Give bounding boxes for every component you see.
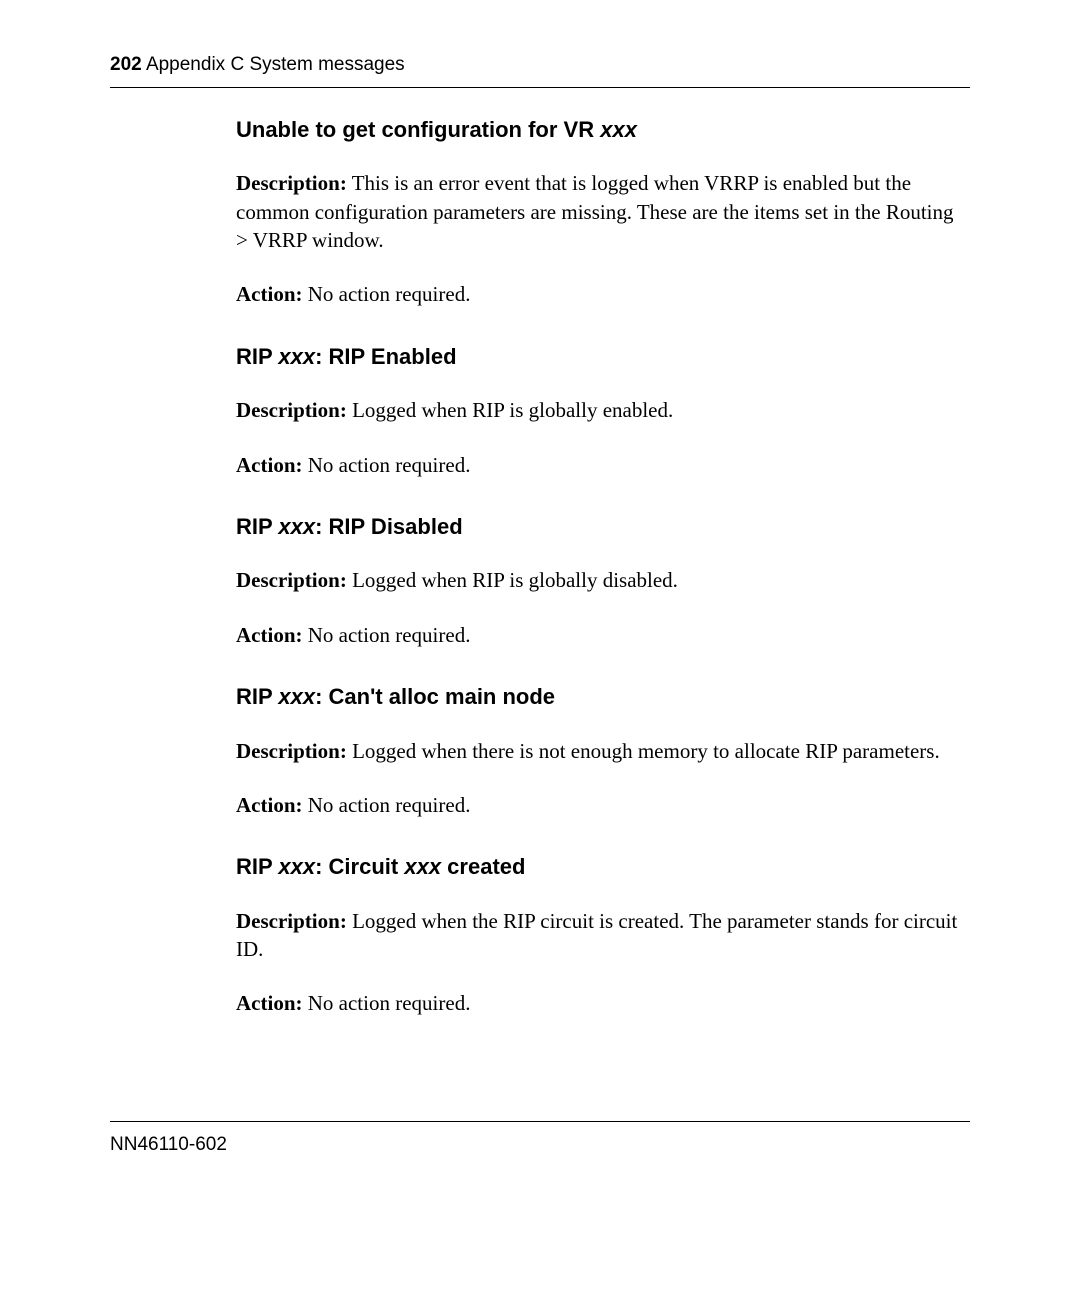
description: Description: Logged when the RIP circuit… [236, 907, 964, 964]
action-text: No action required. [303, 453, 471, 477]
header-rule [110, 87, 970, 88]
action-text: No action required. [303, 623, 471, 647]
title-param-2: xxx [404, 854, 441, 879]
action-text: No action required. [303, 793, 471, 817]
description-text: Logged when RIP is globally enabled. [347, 398, 673, 422]
running-head: 202 Appendix C System messages [110, 54, 970, 87]
message-section: RIP xxx: RIP Disabled Description: Logge… [236, 513, 964, 649]
action: Action: No action required. [236, 451, 964, 479]
description-label: Description: [236, 568, 347, 592]
section-title: RIP xxx: RIP Disabled [236, 513, 964, 541]
message-section: RIP xxx: RIP Enabled Description: Logged… [236, 343, 964, 479]
description-label: Description: [236, 171, 347, 195]
action: Action: No action required. [236, 280, 964, 308]
description-label: Description: [236, 398, 347, 422]
description: Description: This is an error event that… [236, 169, 964, 254]
message-section: RIP xxx: Can't alloc main node Descripti… [236, 683, 964, 819]
title-param: xxx [278, 854, 315, 879]
description-text: Logged when there is not enough memory t… [347, 739, 940, 763]
action-label: Action: [236, 793, 303, 817]
title-pre: RIP [236, 344, 278, 369]
section-title: RIP xxx: Circuit xxx created [236, 853, 964, 881]
description: Description: Logged when RIP is globally… [236, 566, 964, 594]
description-label: Description: [236, 739, 347, 763]
action: Action: No action required. [236, 621, 964, 649]
section-title: RIP xxx: RIP Enabled [236, 343, 964, 371]
title-param: xxx [278, 684, 315, 709]
title-post: : Can't alloc main node [315, 684, 555, 709]
title-pre: RIP [236, 684, 278, 709]
section-title: Unable to get configuration for VR xxx [236, 116, 964, 144]
title-pre: Unable to get configuration for VR [236, 117, 600, 142]
title-pre: RIP [236, 514, 278, 539]
body-content: Unable to get configuration for VR xxx D… [236, 116, 964, 1018]
message-section: Unable to get configuration for VR xxx D… [236, 116, 964, 309]
action-label: Action: [236, 453, 303, 477]
title-mid: : Circuit [315, 854, 404, 879]
section-title: RIP xxx: Can't alloc main node [236, 683, 964, 711]
action: Action: No action required. [236, 989, 964, 1017]
running-head-text: Appendix C System messages [146, 54, 405, 75]
action-label: Action: [236, 282, 303, 306]
title-post: created [441, 854, 525, 879]
page-number: 202 [110, 54, 142, 75]
title-post: : RIP Enabled [315, 344, 456, 369]
action-label: Action: [236, 623, 303, 647]
title-pre: RIP [236, 854, 278, 879]
footer-text: NN46110-602 [110, 1134, 227, 1156]
action-label: Action: [236, 991, 303, 1015]
description: Description: Logged when there is not en… [236, 737, 964, 765]
title-param: xxx [278, 344, 315, 369]
message-section: RIP xxx: Circuit xxx created Description… [236, 853, 964, 1018]
title-post: : RIP Disabled [315, 514, 463, 539]
title-param: xxx [278, 514, 315, 539]
title-param: xxx [600, 117, 637, 142]
action-text: No action required. [303, 282, 471, 306]
action: Action: No action required. [236, 791, 964, 819]
description-text: Logged when RIP is globally disabled. [347, 568, 678, 592]
description: Description: Logged when RIP is globally… [236, 396, 964, 424]
action-text: No action required. [303, 991, 471, 1015]
document-page: 202 Appendix C System messages Unable to… [0, 0, 1080, 1296]
description-label: Description: [236, 909, 347, 933]
footer-rule [110, 1121, 970, 1122]
